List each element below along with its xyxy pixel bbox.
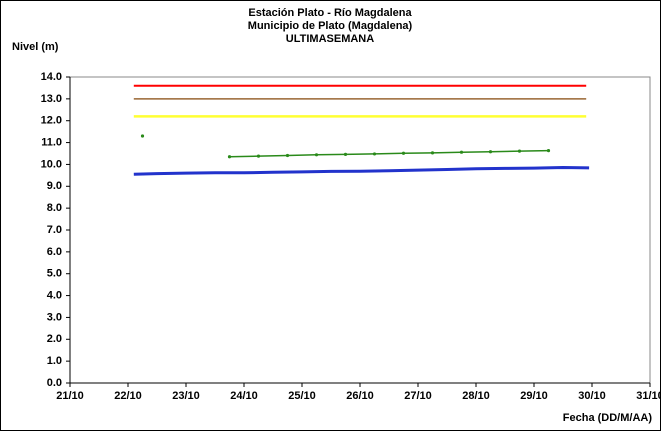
x-tick-label: 23/10 (172, 390, 200, 402)
point (140, 134, 145, 138)
x-tick-label: 31/10 (636, 390, 661, 402)
y-tick-label: 14.0 (41, 71, 62, 83)
point (372, 152, 377, 156)
y-axis-label: Nivel (m) (12, 41, 59, 53)
title: ULTIMASEMANA (286, 33, 374, 45)
point (488, 150, 493, 154)
y-tick-label: 8.0 (47, 202, 62, 214)
x-tick-label: 21/10 (56, 390, 84, 402)
title: Municipio de Plato (Magdalena) (248, 20, 413, 32)
y-tick-label: 4.0 (47, 289, 62, 301)
series-line (133, 165, 590, 176)
y-tick-label: 1.0 (47, 355, 62, 367)
y-tick-label: 12.0 (41, 115, 62, 127)
x-tick-label: 29/10 (520, 390, 548, 402)
y-tick-label: 2.0 (47, 333, 62, 345)
x-tick-label: 25/10 (288, 390, 316, 402)
x-axis-label: Fecha (DD/M/AA) (563, 412, 653, 424)
y-tick-label: 10.0 (41, 158, 62, 170)
y-tick-label: 6.0 (47, 246, 62, 258)
x-tick-label: 26/10 (346, 390, 374, 402)
x-tick-label: 27/10 (404, 390, 432, 402)
x-tick-label: 28/10 (462, 390, 490, 402)
point (285, 153, 290, 158)
point (430, 151, 435, 155)
y-tick-label: 0.0 (47, 377, 62, 389)
point (227, 155, 232, 159)
y-tick-label: 7.0 (47, 224, 62, 236)
x-tick-label: 30/10 (578, 390, 606, 402)
y-tick-label: 3.0 (47, 311, 62, 323)
point (546, 149, 551, 153)
x-tick-label: 24/10 (230, 390, 258, 402)
point (256, 154, 261, 158)
series-line (229, 149, 549, 158)
y-tick-label: 13.0 (41, 93, 62, 105)
point (459, 150, 464, 154)
point (314, 153, 319, 157)
point (401, 151, 406, 155)
x-tick-label: 22/10 (114, 390, 142, 402)
point (343, 152, 348, 156)
y-tick-label: 11.0 (41, 136, 62, 148)
y-tick-label: 9.0 (47, 180, 62, 192)
y-tick-label: 5.0 (47, 268, 62, 280)
title: Estación Plato - Río Magdalena (248, 7, 412, 19)
point (517, 149, 522, 153)
